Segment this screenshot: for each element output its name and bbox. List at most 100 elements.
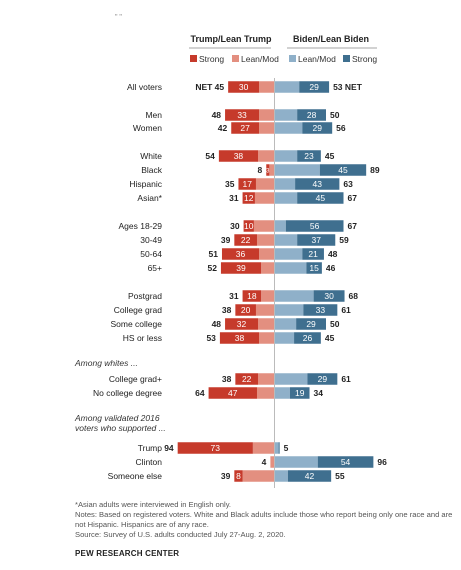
bar-row: All voters 30 NET 45 29 53 NET [127,81,363,93]
label-biden-net: 50 [330,319,340,329]
row-label: Men [145,110,162,120]
bar-trump-lean [259,122,275,134]
bar-trump-lean [259,332,275,344]
label-biden-net: 45 [325,333,335,343]
bar-trump-lean [256,234,275,246]
label-trump-strong: 12 [244,193,254,203]
label-biden-strong: 29 [309,82,319,92]
row-label: College grad+ [109,374,162,384]
label-trump-net: 53 [206,333,216,343]
label-biden-net: 61 [341,374,351,384]
bar-trump-lean [258,373,275,385]
label-trump-strong: 36 [236,249,246,259]
bar-row: Men 33 48 28 50 [145,109,340,121]
row-label: 30-49 [140,235,162,245]
label-trump-net: 38 [222,305,232,315]
label-biden-strong: 33 [316,305,326,315]
bar-row: Hispanic 17 35 43 63 [129,178,353,190]
bar-trump-lean [258,318,275,330]
bar-biden-lean [274,304,304,316]
label-trump-strong: 27 [240,123,250,133]
row-label: All voters [127,82,162,92]
bar-trump-lean [270,456,275,468]
label-trump-strong: 33 [237,110,247,120]
bar-row: 65+ 39 52 15 46 [148,262,336,274]
bar-trump-lean [259,109,275,121]
bar-row: Ages 18-29 10 30 56 67 [119,220,358,232]
bar-biden-lean [274,122,303,134]
label-trump-net: 42 [218,123,228,133]
legend-swatch [289,55,296,62]
section-label-whites: Among whites ... [74,358,138,368]
legend-swatch [343,55,350,62]
label-trump-net: 38 [222,374,232,384]
bar-biden-strong [295,178,340,190]
label-biden-net: 50 [330,110,340,120]
row-label: Ages 18-29 [119,221,163,231]
row-label: No college degree [93,388,162,398]
bar-trump-strong [238,178,256,190]
bar-row: College grad+ 22 38 29 61 [109,373,351,385]
label-trump-strong: 30 [239,82,249,92]
label-trump-net: 48 [212,319,222,329]
label-trump-strong: 32 [237,319,247,329]
bar-row: College grad 20 38 33 61 [114,304,351,316]
label-biden-strong: 42 [305,471,315,481]
bar-row: White 38 54 23 45 [140,150,335,162]
legend-label: Strong [352,54,377,64]
label-biden-net: 56 [336,123,346,133]
label-biden-net: 5 [284,443,289,453]
bar-biden-strong [289,387,310,399]
bar-trump-strong [242,192,255,204]
bar-biden-lean [274,387,290,399]
label-biden-net: 67 [348,221,358,231]
label-biden-strong: 15 [309,263,319,273]
label-trump-net: NET 45 [195,82,224,92]
label-trump-net: 31 [229,291,239,301]
bar-trump-strong [221,248,260,260]
bar-trump-lean [261,290,275,302]
bar-trump-strong [234,470,243,482]
label-trump-net: 30 [230,221,240,231]
bar-trump-lean [258,150,275,162]
bar-row: 30-49 22 39 37 59 [140,234,349,246]
row-label: Someone else [108,471,163,481]
label-biden-strong: 45 [316,193,326,203]
label-trump-strong: 8 [236,471,241,481]
label-biden-net: 48 [328,249,338,259]
bar-trump-strong [235,373,259,385]
label-biden-strong: 26 [303,333,313,343]
label-biden-net: 96 [377,457,387,467]
row-label: Clinton [136,457,163,467]
label-trump-net: 48 [212,110,222,120]
label-biden-strong: 45 [338,165,348,175]
label-trump-strong: 10 [244,221,254,231]
bar-trump-strong [220,262,262,274]
asterisk-note: *Asian adults were interviewed in Englis… [75,500,232,509]
legend-label: Strong [199,54,224,64]
label-trump-net: 52 [207,263,217,273]
label-biden-strong: 54 [341,457,351,467]
row-label: Black [141,165,163,175]
label-biden-strong: 37 [311,235,321,245]
label-trump-net: 8 [258,165,263,175]
bar-biden-lean [274,81,300,93]
label-biden-strong: 29 [313,123,323,133]
bar-trump-lean [261,262,275,274]
label-trump-strong: 22 [241,235,251,245]
bar-trump-strong [234,234,257,246]
row-label: Women [133,123,162,133]
bar-biden-strong [317,456,374,468]
row-label: Postgrad [128,291,162,301]
bar-trump-strong [225,318,259,330]
bar-trump-lean [254,192,275,204]
label-biden-strong: 29 [306,319,316,329]
bar-biden-lean [274,456,318,468]
bar-biden-strong [297,109,326,121]
bar-row: Women 27 42 29 56 [133,122,346,134]
bar-biden-strong [302,248,324,260]
header-biden: Biden/Lean Biden [293,34,369,44]
label-biden-strong: 23 [304,151,314,161]
bar-biden-strong [297,192,344,204]
bar-trump-strong [242,290,262,302]
